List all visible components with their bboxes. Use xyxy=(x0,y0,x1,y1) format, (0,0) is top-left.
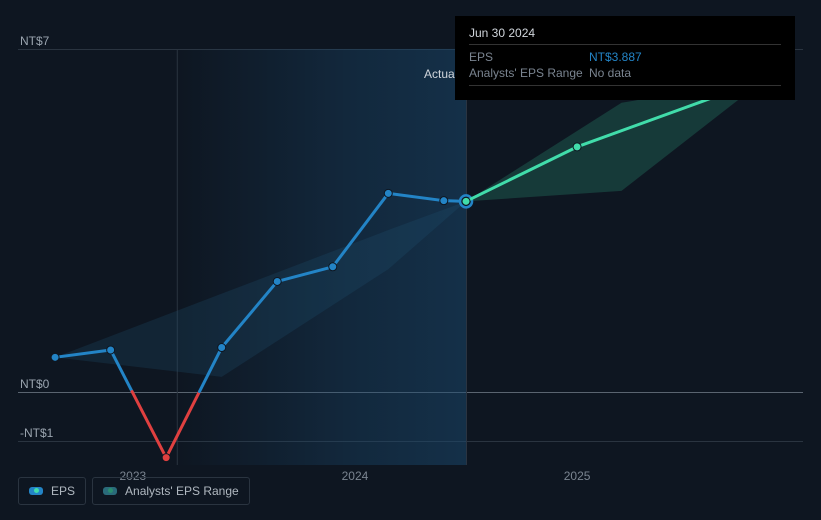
legend-item-range[interactable]: Analysts' EPS Range xyxy=(92,477,250,505)
tooltip-date: Jun 30 2024 xyxy=(469,26,781,40)
tooltip-row: Analysts' EPS RangeNo data xyxy=(469,65,781,81)
chart-legend: EPS Analysts' EPS Range xyxy=(18,477,250,505)
legend-label: EPS xyxy=(51,484,75,498)
legend-item-eps[interactable]: EPS xyxy=(18,477,86,505)
x-axis-label: 2024 xyxy=(342,469,369,483)
tooltip-metric: Analysts' EPS Range xyxy=(469,66,589,80)
legend-swatch-eps xyxy=(29,487,43,495)
tooltip-row: EPSNT$3.887 xyxy=(469,49,781,65)
tooltip-value: No data xyxy=(589,66,631,80)
tooltip-value: NT$3.887 xyxy=(589,50,642,64)
tooltip-metric: EPS xyxy=(469,50,589,64)
x-axis-label: 2025 xyxy=(564,469,591,483)
chart-tooltip: Jun 30 2024 EPSNT$3.887Analysts' EPS Ran… xyxy=(455,16,795,100)
legend-swatch-range xyxy=(103,487,117,495)
section-label-actual: Actual xyxy=(424,67,457,81)
tooltip-divider xyxy=(469,44,781,45)
tooltip-divider xyxy=(469,85,781,86)
legend-label: Analysts' EPS Range xyxy=(125,484,239,498)
